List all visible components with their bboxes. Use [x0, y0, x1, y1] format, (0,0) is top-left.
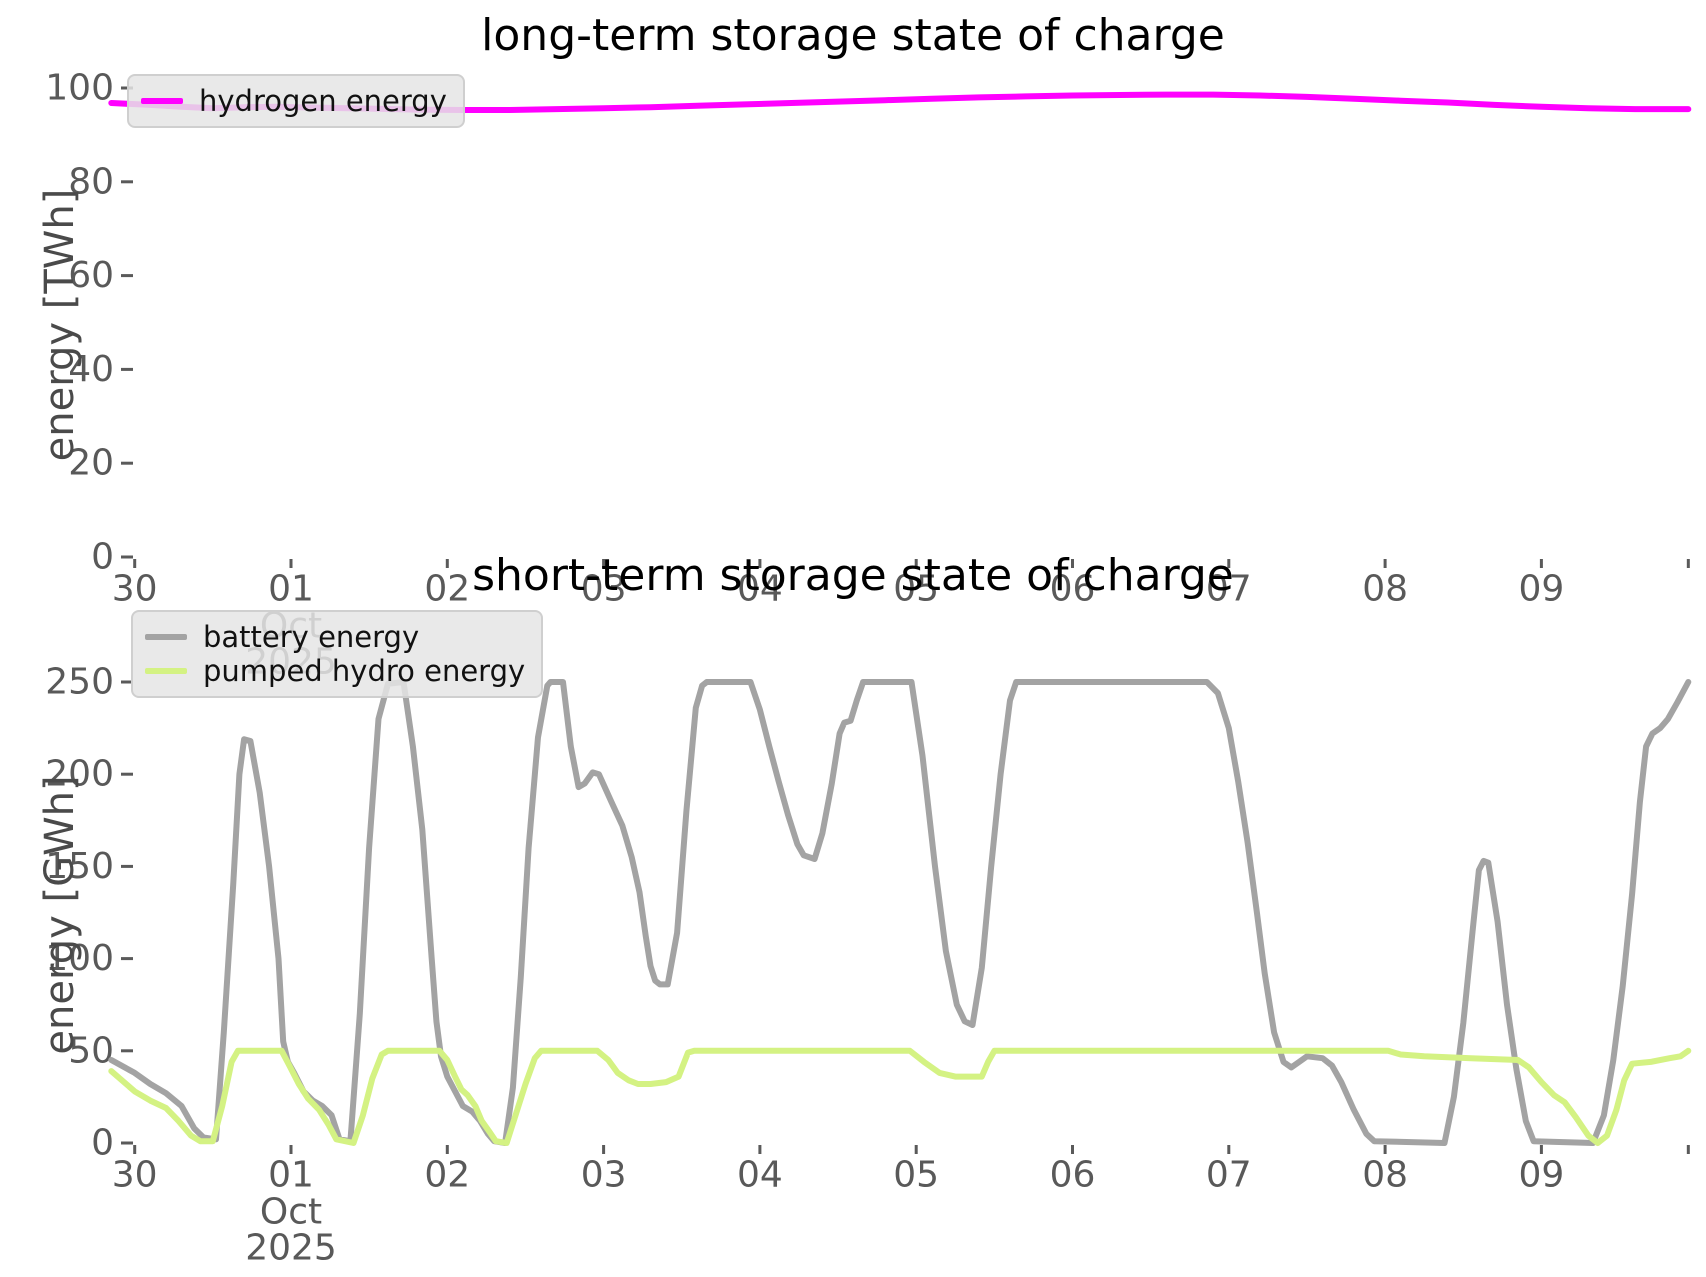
- x-tick-label: 05: [893, 1155, 939, 1196]
- x-period-label: 2025: [245, 1228, 337, 1269]
- x-tick-label: 04: [737, 1155, 783, 1196]
- x-tick-label: 03: [581, 569, 627, 610]
- x-tick-label: 03: [581, 1155, 627, 1196]
- legend-label: battery energy: [203, 620, 420, 654]
- legend-entry: hydrogen energy: [141, 84, 447, 118]
- y-tick-label: 0: [91, 1123, 114, 1164]
- y-tick-label: 60: [68, 255, 114, 296]
- x-tick-label: 02: [424, 1155, 470, 1196]
- bottom-chart-legend: battery energy pumped hydro energy: [131, 610, 544, 698]
- top-chart-legend: hydrogen energy: [127, 74, 465, 128]
- x-tick-label: 02: [424, 569, 470, 610]
- x-tick-label: 06: [1050, 1155, 1096, 1196]
- x-tick-label: 07: [1206, 569, 1252, 610]
- battery-energy-line: [108, 679, 1692, 1146]
- x-tick-label: 30: [112, 569, 158, 610]
- legend-line-swatch: [145, 634, 187, 640]
- y-tick-label: 100: [45, 68, 114, 109]
- legend-line-swatch: [145, 668, 187, 674]
- legend-label: pumped hydro energy: [203, 654, 526, 688]
- pumped-hydro-energy-line: [108, 1047, 1692, 1146]
- y-tick-label: 0: [91, 537, 114, 578]
- x-tick-label: 09: [1518, 1155, 1564, 1196]
- x-period-label: Oct: [260, 1192, 322, 1233]
- x-tick-label: 07: [1206, 1155, 1252, 1196]
- y-tick-label: 150: [45, 846, 114, 887]
- y-tick-label: 40: [68, 349, 114, 390]
- x-tick-label: 01: [268, 569, 314, 610]
- x-tick-label: 08: [1362, 569, 1408, 610]
- y-tick-label: 250: [45, 662, 114, 703]
- y-tick-label: 50: [68, 1030, 114, 1071]
- bottom-y-axis-label: energy [GWh]: [37, 775, 83, 1055]
- y-tick-label: 100: [45, 938, 114, 979]
- y-tick-label: 80: [68, 161, 114, 202]
- legend-entry: pumped hydro energy: [145, 654, 525, 688]
- bottom-chart-title: short-term storage state of charge: [472, 550, 1234, 601]
- legend-entry: battery energy: [145, 620, 525, 654]
- x-tick-label: 09: [1518, 569, 1564, 610]
- x-tick-label: 04: [737, 569, 783, 610]
- y-tick-label: 20: [68, 443, 114, 484]
- x-tick-label: 06: [1050, 569, 1096, 610]
- top-y-axis-label: energy [TWh]: [37, 188, 83, 462]
- x-tick-label: 05: [893, 569, 939, 610]
- y-tick-label: 200: [45, 754, 114, 795]
- top-chart-title: long-term storage state of charge: [481, 10, 1225, 61]
- x-tick-label: 30: [112, 1155, 158, 1196]
- x-tick-label: 08: [1362, 1155, 1408, 1196]
- legend-label: hydrogen energy: [199, 84, 447, 118]
- x-tick-label: 01: [268, 1155, 314, 1196]
- legend-line-swatch: [141, 98, 183, 104]
